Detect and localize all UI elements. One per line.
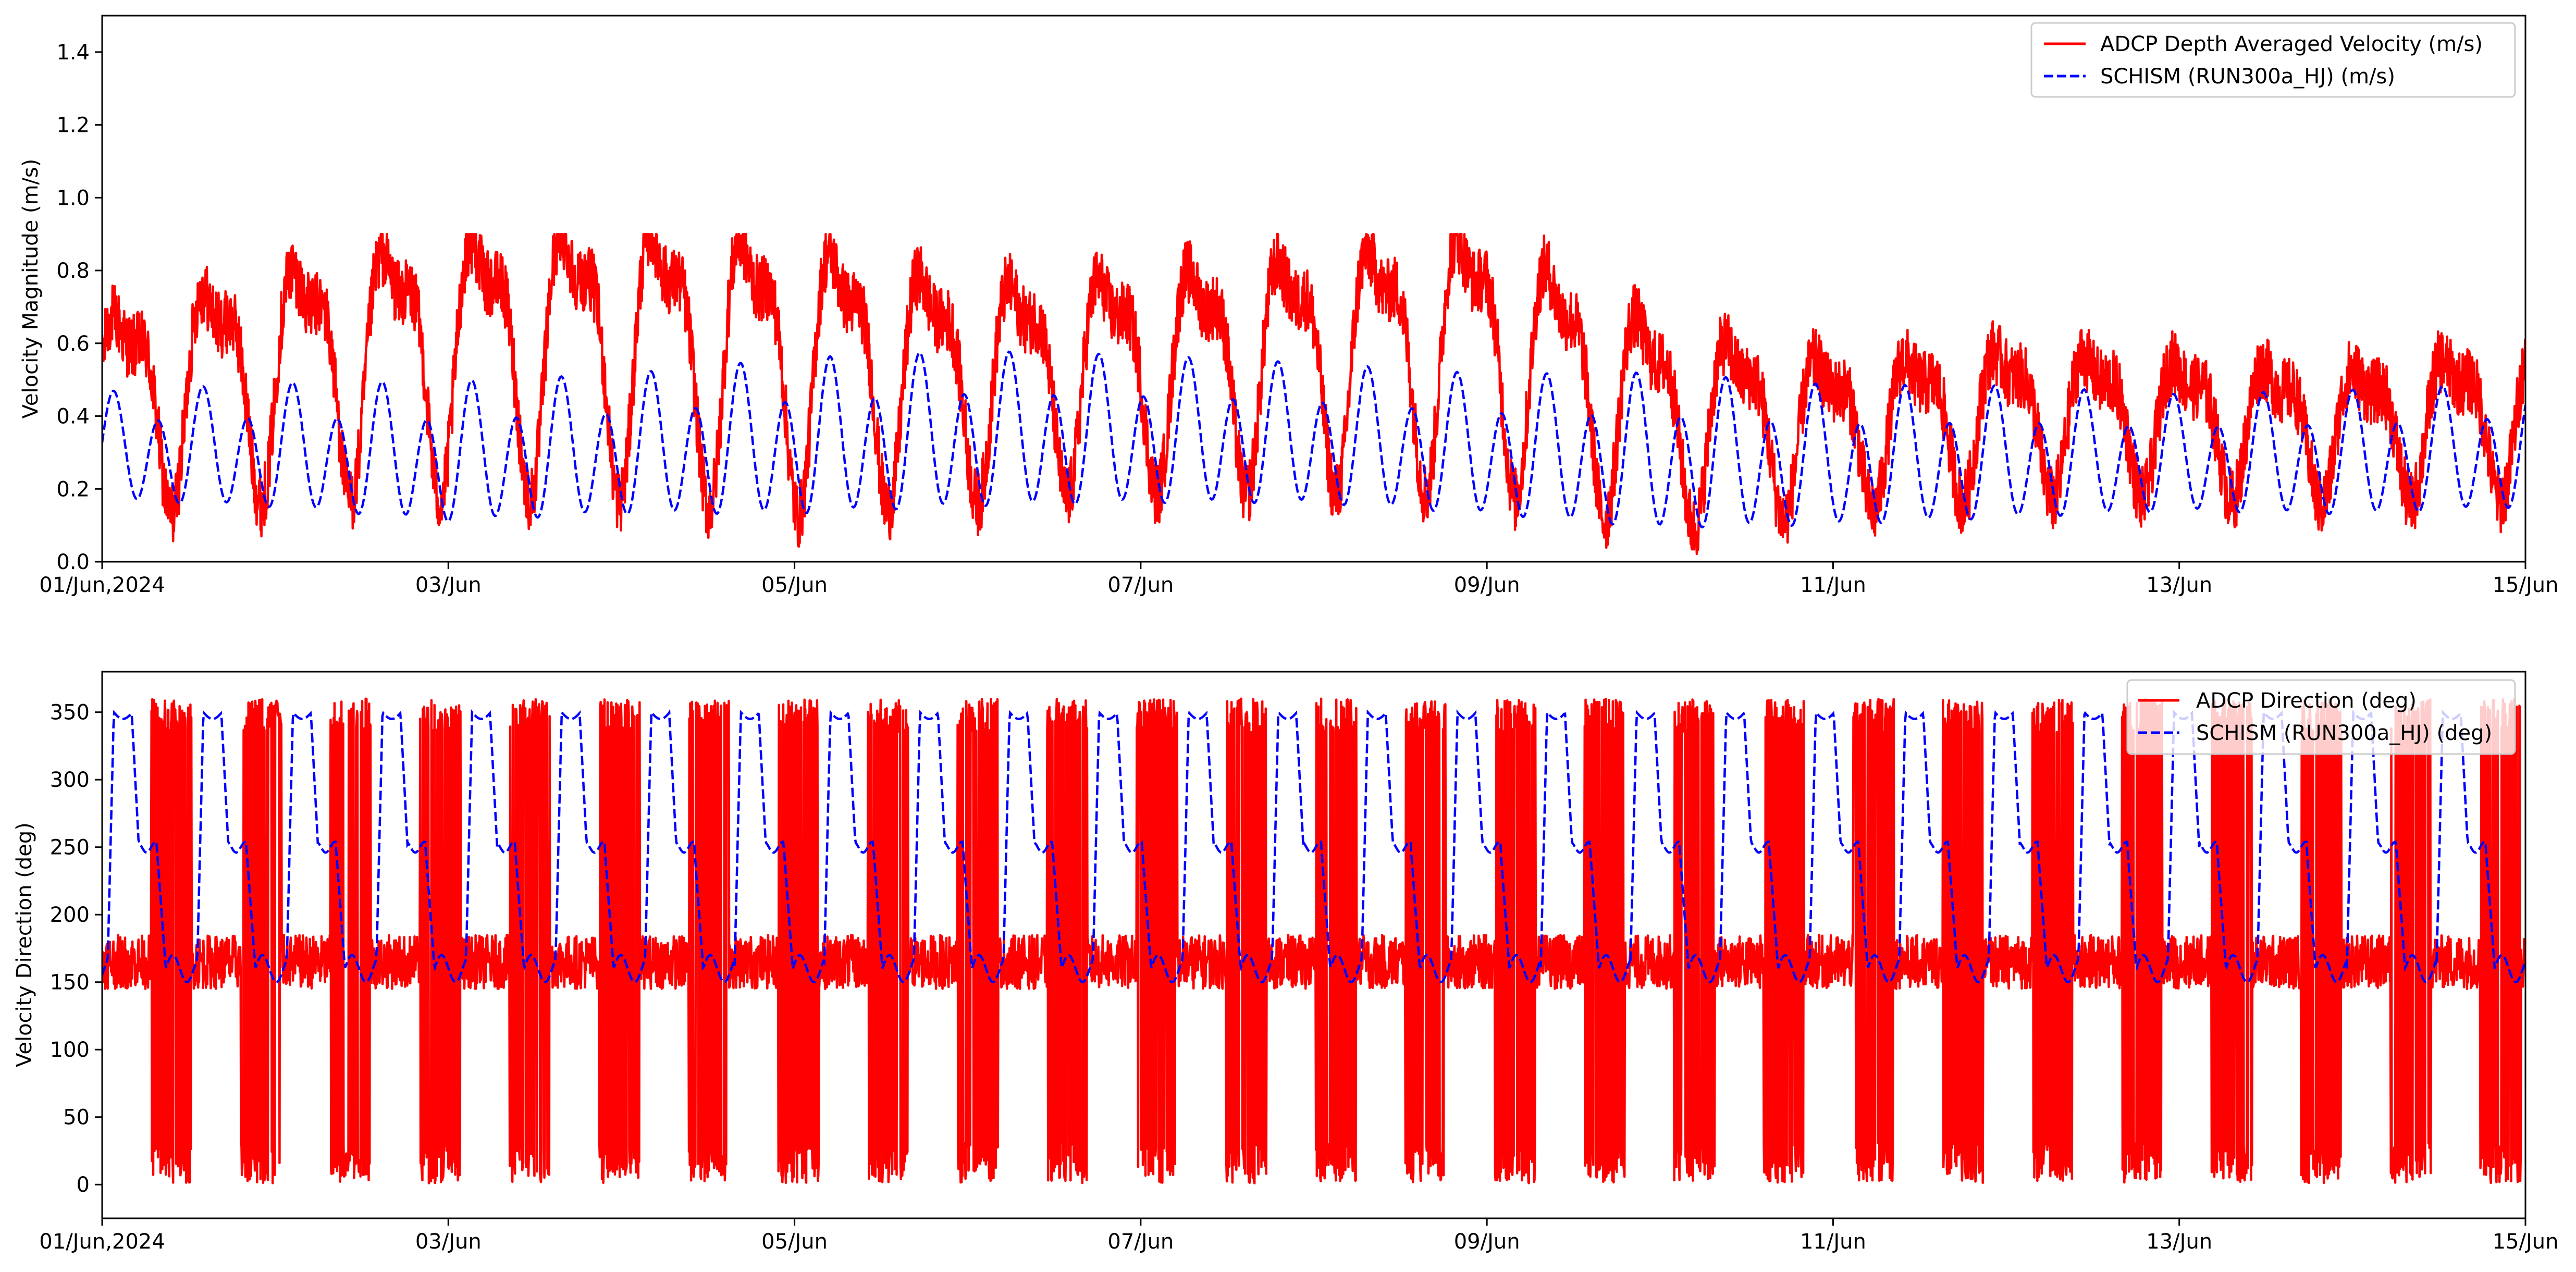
- magnitude-y-tick-label: 0.0: [56, 550, 90, 574]
- direction-y-tick-label: 300: [50, 768, 90, 792]
- legend-label-schism-direction: SCHISM (RUN300a_HJ) (deg): [2196, 721, 2492, 745]
- magnitude-y-tick-label: 0.8: [56, 259, 90, 283]
- magnitude-x-ticks: 01/Jun,2024 03/Jun 05/Jun 07/Jun 09/Jun 11/Ju…: [39, 562, 2558, 597]
- series-line-adcp-direction: [102, 697, 2525, 1184]
- legend-label-adcp-velocity: ADCP Depth Averaged Velocity (m/s): [2100, 32, 2483, 56]
- direction-x-tick-label: 09/Jun: [1454, 1230, 1520, 1254]
- magnitude-x-tick-label: 13/Jun: [2146, 573, 2212, 597]
- magnitude-y-tick-label: 1.2: [56, 114, 90, 138]
- direction-legend-box: [2126, 679, 2516, 755]
- magnitude-x-tick-label: 03/Jun: [415, 573, 482, 597]
- magnitude-x-tick-label: 15/Jun: [2493, 573, 2559, 597]
- legend-label-schism-velocity: SCHISM (RUN300a_HJ) (m/s): [2100, 65, 2395, 89]
- series-line-adcp-velocity: [102, 232, 2525, 555]
- direction-x-tick-label: 15/Jun: [2493, 1230, 2559, 1254]
- magnitude-y-tick-label: 1.4: [56, 41, 90, 65]
- magnitude-y-axis-label: Velocity Magnitude (m/s): [19, 159, 43, 419]
- direction-x-ticks: 01/Jun,2024 03/Jun 05/Jun 07/Jun 09/Jun 11/Ju…: [39, 1218, 2558, 1254]
- direction-y-tick-label: 50: [63, 1106, 90, 1130]
- magnitude-x-tick-label: 01/Jun,2024: [39, 573, 165, 597]
- direction-y-tick-label: 250: [50, 836, 90, 860]
- magnitude-legend: ADCP Depth Averaged Velocity (m/s) SCHIS…: [2030, 22, 2516, 98]
- magnitude-plot-area: [102, 232, 2525, 555]
- magnitude-x-tick-label: 05/Jun: [761, 573, 828, 597]
- magnitude-subplot: 0.0 0.2 0.4 0.6 0.8 1.0 1.2 1.4 01/Jun,2024 03/J…: [19, 15, 2558, 597]
- direction-x-tick-label: 11/Jun: [1800, 1230, 1866, 1254]
- direction-x-tick-label: 07/Jun: [1107, 1230, 1174, 1254]
- direction-y-tick-label: 350: [50, 701, 90, 725]
- direction-y-axis-label: Velocity Direction (deg): [13, 822, 36, 1067]
- magnitude-y-tick-label: 0.2: [56, 477, 90, 501]
- magnitude-y-tick-label: 0.6: [56, 332, 90, 356]
- direction-subplot: ADCP Direction (deg) SCHISM (RUN300a_HJ)…: [13, 671, 2558, 1254]
- legend-label-adcp-direction: ADCP Direction (deg): [2196, 689, 2417, 713]
- magnitude-y-ticks: 0.0 0.2 0.4 0.6 0.8 1.0 1.2 1.4: [56, 41, 102, 574]
- direction-legend: ADCP Direction (deg) SCHISM (RUN300a_HJ)…: [2126, 679, 2516, 755]
- series-line-schism-velocity: [102, 350, 2525, 529]
- magnitude-axes-frame: [101, 15, 2526, 563]
- magnitude-x-tick-label: 09/Jun: [1454, 573, 1520, 597]
- direction-y-tick-label: 0: [77, 1173, 90, 1197]
- magnitude-y-tick-label: 1.0: [56, 186, 90, 210]
- magnitude-legend-box: [2030, 22, 2516, 98]
- direction-x-tick-label: 01/Jun,2024: [39, 1230, 165, 1254]
- direction-y-ticks: 0 50 100 150 200 250 300 350: [50, 701, 102, 1197]
- direction-x-tick-label: 03/Jun: [415, 1230, 482, 1254]
- direction-y-tick-label: 150: [50, 971, 90, 995]
- magnitude-y-tick-label: 0.4: [56, 405, 90, 429]
- direction-x-tick-label: 05/Jun: [761, 1230, 828, 1254]
- direction-axes-frame: [101, 671, 2526, 1219]
- direction-y-tick-label: 100: [50, 1038, 90, 1062]
- direction-x-tick-label: 13/Jun: [2146, 1230, 2212, 1254]
- series-line-schism-direction: [102, 709, 2525, 984]
- direction-plot-area: [102, 697, 2525, 1184]
- magnitude-x-tick-label: 11/Jun: [1800, 573, 1866, 597]
- magnitude-x-tick-label: 07/Jun: [1107, 573, 1174, 597]
- direction-y-tick-label: 200: [50, 903, 90, 927]
